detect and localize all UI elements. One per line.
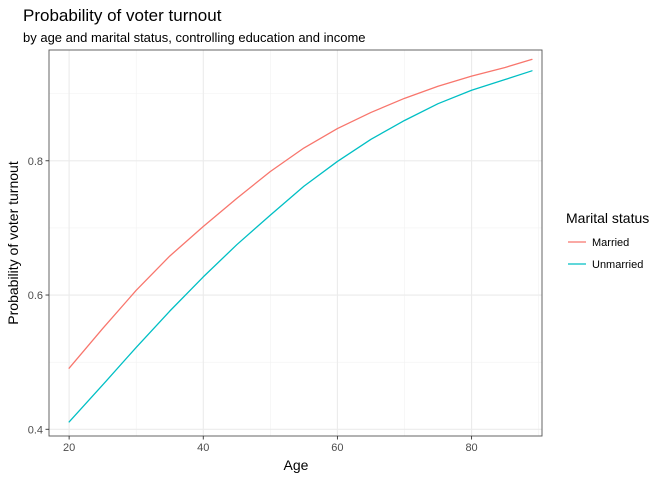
chart-subtitle: by age and marital status, controlling e… bbox=[23, 30, 366, 45]
plot-background bbox=[49, 50, 542, 436]
series-line-unmarried bbox=[68, 70, 533, 423]
x-tick-label: 60 bbox=[331, 442, 343, 454]
y-tick-label: 0.8 bbox=[28, 156, 43, 168]
grid-lines bbox=[49, 50, 542, 436]
legend: Marital status Married Unmarried bbox=[566, 210, 649, 271]
series-line-married bbox=[68, 58, 533, 369]
x-tick-label: 40 bbox=[197, 442, 209, 454]
series-lines bbox=[68, 58, 533, 423]
y-axis-title: Probability of voter turnout bbox=[5, 161, 21, 325]
legend-label-married: Married bbox=[592, 237, 629, 249]
plot-panel bbox=[48, 49, 543, 437]
y-tick-label: 0.6 bbox=[28, 290, 43, 302]
x-tick-label: 20 bbox=[63, 442, 75, 454]
legend-label-unmarried: Unmarried bbox=[592, 259, 643, 271]
y-axis: 0.4 0.6 0.8 bbox=[28, 156, 49, 436]
legend-items: Married Unmarried bbox=[568, 237, 643, 271]
x-axis-title: Age bbox=[284, 457, 309, 473]
x-axis: 20 40 60 80 bbox=[63, 436, 478, 454]
y-tick-label: 0.4 bbox=[28, 424, 43, 436]
plot-border bbox=[48, 49, 543, 437]
x-tick-label: 80 bbox=[465, 442, 477, 454]
legend-title: Marital status bbox=[566, 210, 649, 226]
chart-title: Probability of voter turnout bbox=[23, 6, 222, 25]
